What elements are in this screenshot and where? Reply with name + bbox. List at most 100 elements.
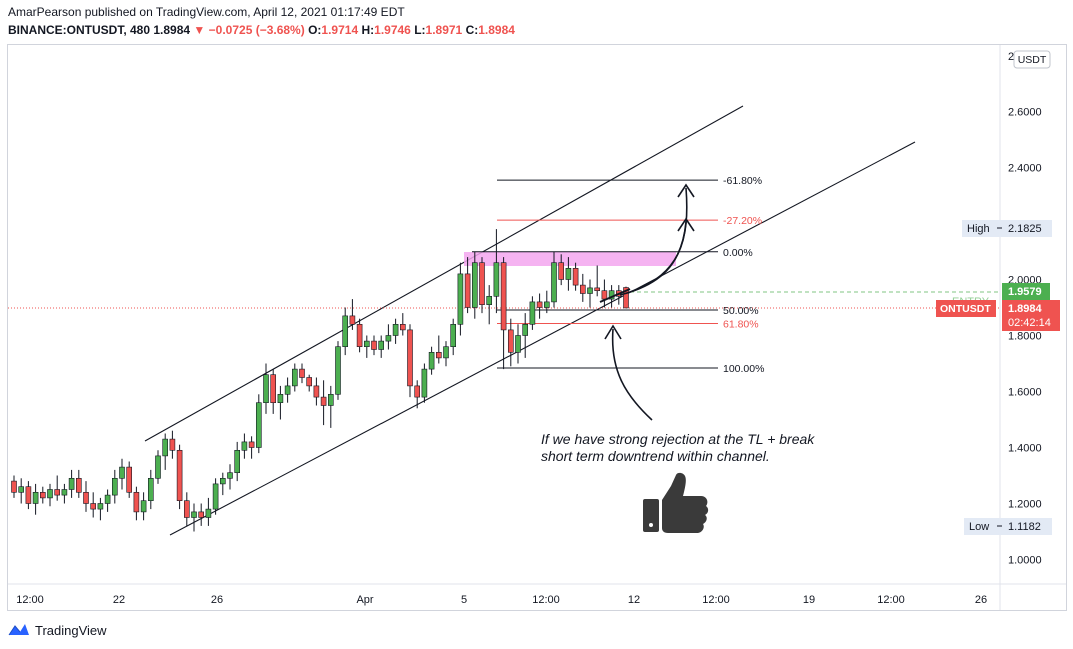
candle-up [255,402,262,448]
price-tick-label: 1.8000 [1008,331,1042,343]
candle-up [205,508,212,518]
candle-up [450,323,457,347]
candle-up [148,477,154,501]
candle-up [104,494,111,504]
annotation-line-2: short term downtrend within channel. [541,448,770,464]
symbol-tag [936,300,996,317]
low-badge-label: Low [969,521,989,533]
candle-up [529,301,536,325]
candle-down [133,491,140,513]
candle-up [155,455,161,479]
candle-down [500,262,507,331]
candle-up [191,511,197,518]
candle-down [435,351,442,359]
currency-badge[interactable] [1013,50,1051,69]
candle-down [601,290,608,300]
fibonacci-retracement[interactable]: -61.80% -27.20% 0.00% 50.00%61.80% 100.00% [472,175,764,375]
projection-arrow-up[interactable] [629,187,688,293]
candle-down [126,466,132,493]
candle-down [407,329,413,387]
resistance-zone[interactable] [464,252,676,266]
price-tick-label: 1.4000 [1008,443,1042,455]
candle-up [543,301,550,308]
high-badge-label: High [967,223,990,235]
price-tick-labels: 2.60002.40002.20002.00001.80001.60001.40… [1008,107,1042,567]
time-tick-label: 12 [628,594,640,606]
candle-up [284,385,291,395]
candle-down [90,503,96,510]
candle-down [83,491,89,504]
high-badge [962,220,1052,237]
price-tick-partial: 2 [1008,51,1014,63]
last-price: 1.8984 [153,23,191,37]
candle-up [277,393,284,403]
short-downtrend-line[interactable] [599,288,631,303]
candle-down [572,267,579,286]
candle-up [392,323,399,336]
high-label: H: [361,23,375,37]
candle-up [162,438,168,457]
candle-down [169,438,176,451]
last-price-tag [1002,300,1060,331]
candle-up [47,489,53,499]
entry-price-value: 1.9579 [1008,286,1042,298]
high-value: 1.9746 [374,23,411,37]
low-label: L: [414,23,426,37]
candle-down [176,449,183,501]
fib-level-label: 50.00% [723,305,759,317]
candle-up [551,262,557,303]
candle-up [112,477,118,496]
open-label: O: [308,23,322,37]
candle-up [263,374,269,404]
channel-lower-line[interactable] [169,141,916,536]
candle-up [587,287,593,294]
symbol-interval: BINANCE:ONTUSDT, 480 [8,23,151,37]
down-triangle-icon: ▼ [193,23,206,37]
candle-up [363,340,370,348]
symbol-header: BINANCE:ONTUSDT, 480 1.8984 ▼ −0.0725 (−… [8,23,515,37]
pointer-arrow[interactable] [611,328,653,421]
last-price-tag-value: 1.8984 [1008,303,1043,315]
candle-down [464,273,471,308]
annotation-line-1: If we have strong rejection at the TL + … [541,431,815,447]
candle-up [428,351,435,370]
fib-level-label: 61.80% [723,318,759,330]
candle-down [349,315,356,325]
candle-up [327,393,334,406]
candle-down [356,323,363,347]
candle-down [270,374,277,404]
time-axis[interactable]: 12:00 22 26 Apr 5 12:00 12 12:00 19 12:00 26 [16,594,987,606]
price-tick-label: 2.4000 [1008,163,1042,175]
candle-up [515,335,521,353]
candle-down [371,340,377,350]
time-tick-label: 26 [211,594,223,606]
candle-down [507,329,514,353]
price-tick-label: 1.2000 [1008,499,1042,511]
candle-up [234,449,240,473]
candle-down [76,477,82,493]
candle-down [536,301,543,308]
arrowhead-icon [677,183,695,198]
price-axis[interactable]: 2 USDT [1008,50,1051,69]
fib-level-label: -61.80% [723,175,762,187]
footer-brand-text: TradingView [35,622,107,638]
candle-up [335,346,341,395]
fib-level-label: 0.00% [723,247,753,259]
projection-arrow-up-2[interactable] [619,221,687,296]
time-tick-label: 5 [461,594,467,606]
candle-up [421,368,428,398]
time-tick-label: 12:00 [877,594,905,606]
candle-up [342,315,349,347]
price-tick-label: 2.6000 [1008,107,1042,119]
candle-down [414,385,421,398]
channel-upper-line[interactable] [144,105,744,442]
candle-down [320,396,327,406]
candle-up [220,477,226,485]
entry-price-tag [1002,283,1050,300]
fib-level-label: 100.00% [723,363,764,375]
candle-up [227,472,233,479]
thumbs-up-icon [643,472,709,533]
price-tick-label: 1.6000 [1008,387,1042,399]
candle-up [493,262,500,297]
